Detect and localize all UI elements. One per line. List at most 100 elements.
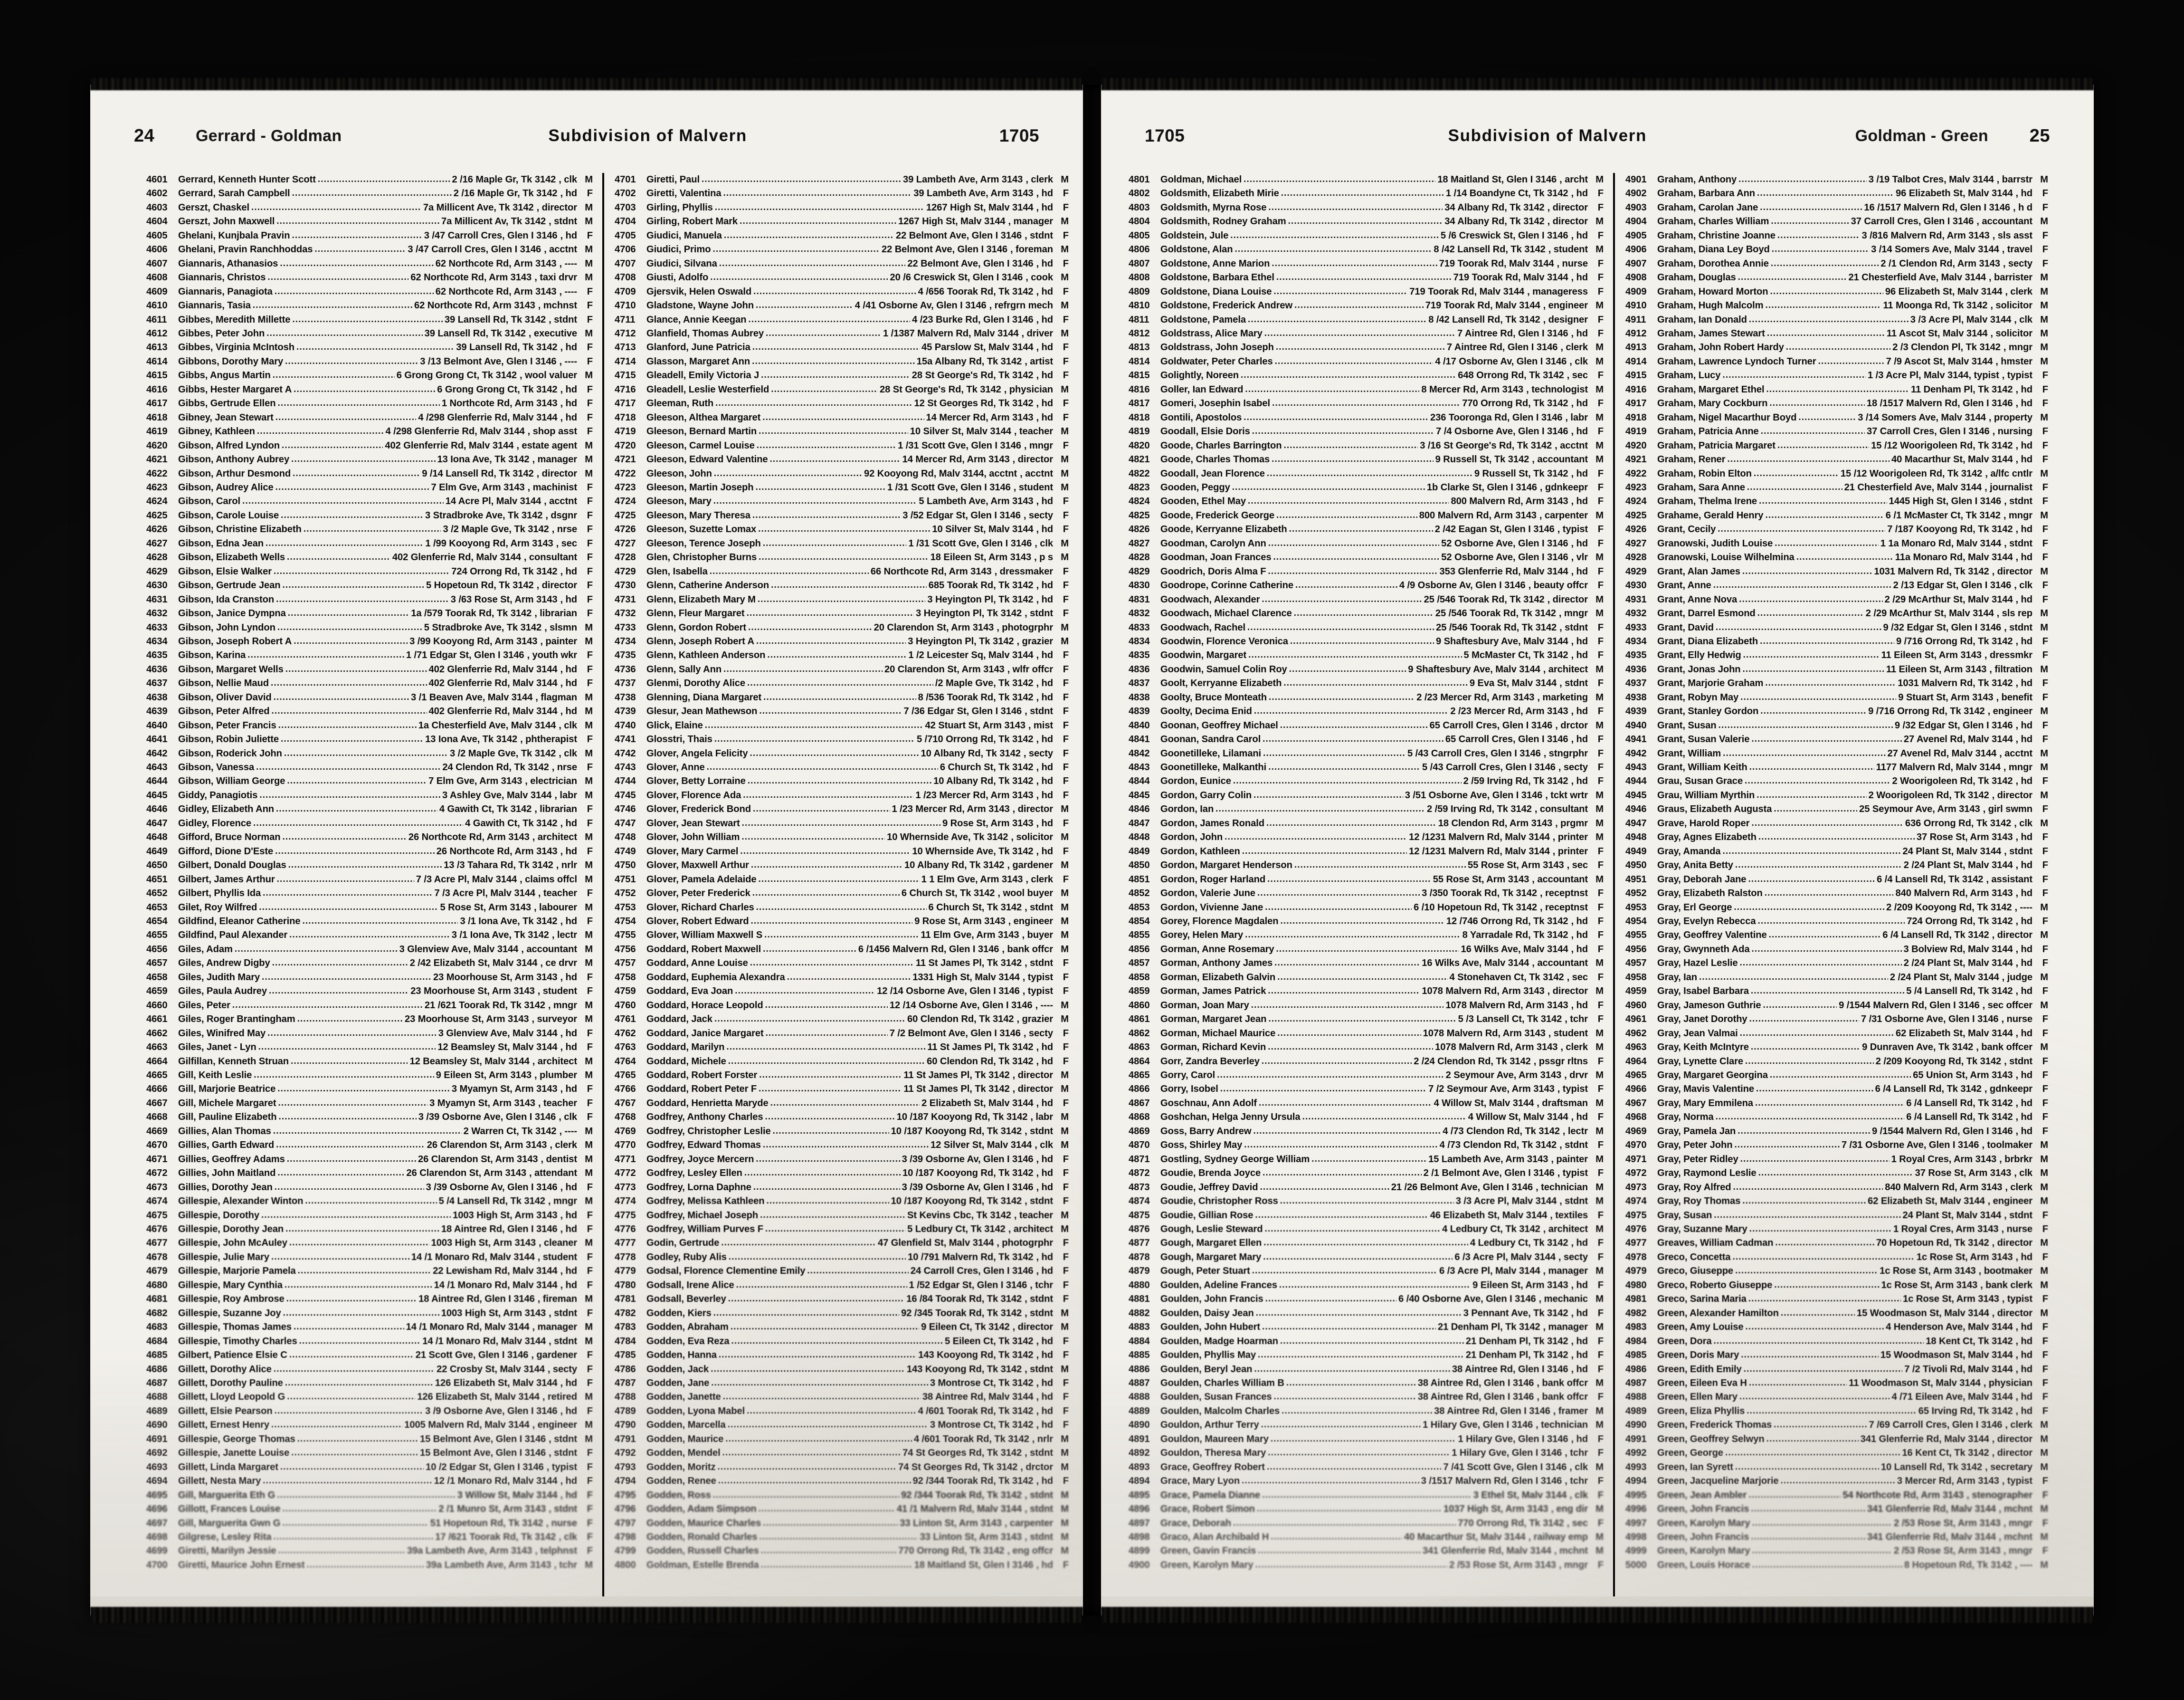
roll-entry: 4637 Gibson, Nellie Maud.................… xyxy=(146,677,593,690)
roll-entry: 4965 Gray, Margaret Georgina.............… xyxy=(1625,1069,2048,1082)
roll-entry: 4978 Greco, Concetta.....................… xyxy=(1625,1251,2048,1264)
entry-leader-dots: ........................................… xyxy=(276,804,437,814)
entry-sex: F xyxy=(1063,1154,1069,1165)
entry-leader-dots: ........................................… xyxy=(296,342,454,353)
entry-occupation: , mchnt xyxy=(1998,1531,2032,1542)
entry-name: Giannaris, Panagiota xyxy=(178,286,273,297)
entry-occupation: , hd xyxy=(2015,552,2033,563)
entry-address: 1 /71 Edgar St, Glen I 3146 xyxy=(406,650,524,661)
entry-address: 4 Ledbury Ct, Tk 3142 xyxy=(1442,1223,1540,1234)
entry-number: 4783 xyxy=(615,1322,636,1333)
entry-name: Godden, Ronald Charles xyxy=(646,1531,758,1542)
entry-number: 4646 xyxy=(146,804,168,815)
entry-number: 4898 xyxy=(1129,1531,1150,1542)
entry-sex: M xyxy=(585,1420,593,1431)
entry-sex: M xyxy=(1595,986,1604,997)
entry-occupation: , artist xyxy=(1025,356,1053,367)
entry-occupation: , grazier xyxy=(1016,1014,1053,1025)
entry-occupation: , clerk xyxy=(550,1140,577,1151)
entry-occupation: , drctor xyxy=(1555,720,1588,731)
entry-number: 4803 xyxy=(1129,202,1150,213)
roll-entry: 4689 Gillett, Elsie Pearson..............… xyxy=(146,1404,593,1418)
entry-occupation: , nurse xyxy=(2001,1014,2033,1025)
entry-number: 4778 xyxy=(615,1251,636,1262)
roll-entry: 4931 Grant, Anne Nova....................… xyxy=(1625,593,2048,607)
entry-occupation: , tchr xyxy=(1565,1476,1588,1487)
entry-name: Gray, Ian xyxy=(1657,972,1697,983)
entry-name: Green, George xyxy=(1657,1448,1723,1459)
entry-name: Goolty, Bruce Monteath xyxy=(1160,692,1267,703)
entry-name: Grant, Jonas John xyxy=(1657,664,1741,675)
entry-number: 4810 xyxy=(1129,300,1150,311)
entry-address: 3 Pennant Ave, Tk 3142 xyxy=(1463,1308,1568,1318)
roll-entry: 4866 Gorry, Isobel.......................… xyxy=(1129,1082,1604,1096)
entry-sex: F xyxy=(2042,594,2048,605)
entry-name: Gorman, Anthony James xyxy=(1160,958,1273,969)
entry-address: 7 /187 Kooyong Rd, Tk 3142 xyxy=(1887,524,2013,535)
entry-number: 4800 xyxy=(615,1559,636,1570)
entry-name: Gill, Marjorie Beatrice xyxy=(178,1084,276,1095)
entry-number: 4676 xyxy=(146,1223,168,1234)
entry-leader-dots: ........................................… xyxy=(741,832,885,842)
entry-leader-dots: ........................................… xyxy=(706,762,938,773)
roll-entry: 4624 Gibson, Carol.......................… xyxy=(146,495,593,508)
roll-entry: 4936 Grant, Jonas John...................… xyxy=(1625,663,2048,677)
roll-entry: 4870 Goss, Shirley May...................… xyxy=(1129,1138,1604,1152)
entry-leader-dots: ........................................… xyxy=(1757,188,1894,199)
entry-leader-dots: ........................................… xyxy=(285,356,418,366)
entry-sex: F xyxy=(587,1364,593,1375)
entry-sex: M xyxy=(1061,272,1069,283)
entry-number: 4919 xyxy=(1625,426,1647,437)
roll-entry: 4907 Graham, Dorothea Annie..............… xyxy=(1625,257,2048,271)
entry-address: 719 Toorak Rd, Malv 3144 xyxy=(1409,286,1525,297)
entry-occupation: , receptnst xyxy=(1540,888,1588,899)
entry-leader-dots: ........................................… xyxy=(762,538,907,548)
entry-name: Gough, Margaret Ellen xyxy=(1160,1238,1262,1249)
entry-leader-dots: ........................................… xyxy=(1748,314,1909,325)
entry-occupation: , archt xyxy=(1559,174,1588,185)
entry-occupation: , painter xyxy=(540,636,577,647)
entry-number: 4640 xyxy=(146,720,168,731)
entry-sex: M xyxy=(1061,1308,1069,1318)
entry-occupation: , hd xyxy=(1036,650,1054,661)
entry-name: Grant, William xyxy=(1657,748,1721,759)
entry-leader-dots: ........................................… xyxy=(262,972,431,982)
entry-number: 4614 xyxy=(146,356,168,367)
entry-number: 4996 xyxy=(1625,1504,1647,1515)
entry-name: Gray, Peter John xyxy=(1657,1140,1733,1151)
entry-number: 4681 xyxy=(146,1294,168,1305)
entry-name: Gordon, Roger Harland xyxy=(1160,874,1266,885)
entry-name: Grant, Elly Hedwig xyxy=(1657,650,1741,661)
roll-entry: 4666 Gill, Marjorie Beatrice.............… xyxy=(146,1082,593,1096)
roll-entry: 4608 Giannaris, Christos.................… xyxy=(146,271,593,285)
roll-entry: 4696 Gillott, Frances Louise.............… xyxy=(146,1502,593,1516)
entry-number: 4881 xyxy=(1129,1294,1150,1305)
entry-sex: M xyxy=(2040,1140,2048,1151)
entry-sex: M xyxy=(585,1168,593,1179)
roll-entry: 4804 Goldsmith, Rodney Graham............… xyxy=(1129,215,1604,229)
entry-name: Godin, Gertrude xyxy=(646,1238,720,1249)
entry-address: 18 Maitland St, Glen I 3146 xyxy=(914,1559,1034,1570)
entry-address: 15 Woodmason St, Malv 3144 xyxy=(1880,1350,2013,1361)
entry-leader-dots: ........................................… xyxy=(281,734,423,745)
entry-sex: F xyxy=(1597,762,1604,773)
entry-name: Godsal, Florence Clementine Emily xyxy=(646,1266,806,1277)
entry-name: Glen, Isabella xyxy=(646,566,708,577)
entry-sex: M xyxy=(1061,916,1069,927)
entry-name: Godley, Ruby Alis xyxy=(646,1251,727,1262)
entry-sex: F xyxy=(587,916,593,927)
entry-address: 2 /59 Irving Rd, Tk 3142 xyxy=(1427,804,1532,815)
entry-occupation: , hd xyxy=(560,384,578,395)
entry-sex: M xyxy=(1061,1014,1069,1025)
entry-address: 28 St George's Rd, Tk 3142 xyxy=(912,370,1034,381)
entry-leader-dots: ........................................… xyxy=(1748,1377,1847,1388)
roll-entry: 4703 Girling, Phyllis....................… xyxy=(615,201,1069,215)
entry-address: 26 Clarendon St, Arm 3143 xyxy=(418,1154,538,1165)
entry-occupation: , hd xyxy=(1036,1405,1054,1416)
entry-leader-dots: ........................................… xyxy=(1764,888,1894,898)
entry-name: Gleeson, Carmel Louise xyxy=(646,440,755,451)
entry-name: Graham, Patricia Anne xyxy=(1657,426,1759,437)
entry-occupation: , accountant xyxy=(1976,216,2032,227)
roll-entry: 4913 Graham, John Robert Hardy...........… xyxy=(1625,341,2048,354)
entry-sex: F xyxy=(1063,762,1069,773)
